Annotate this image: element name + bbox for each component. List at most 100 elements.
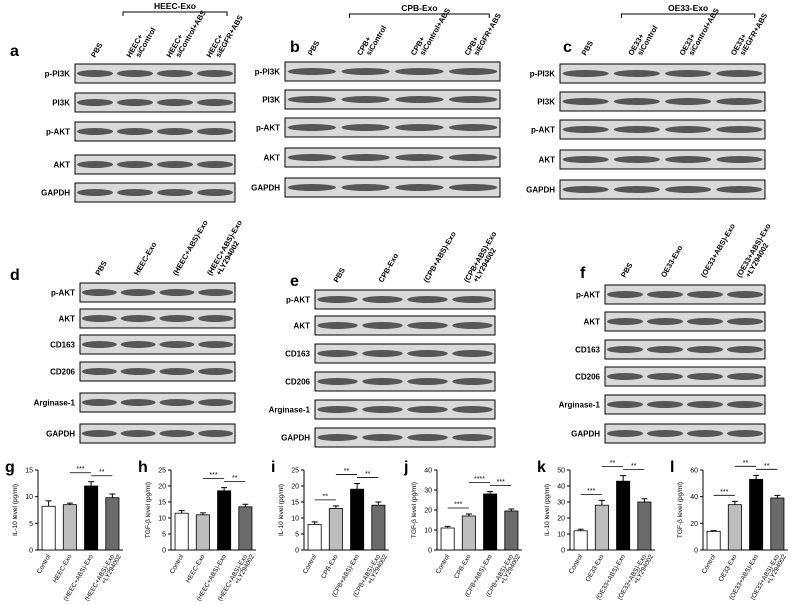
blot-band [77,128,113,135]
blot-band [317,350,358,357]
blot-band [362,406,403,413]
blot-band [197,189,233,196]
blot-band [197,70,233,77]
y-tick-label: 5 [29,521,33,528]
blot-strip [284,61,501,82]
error-bar [710,530,717,532]
row-label: CD206 [285,378,310,387]
blot-band [117,70,153,77]
bar [84,485,99,551]
error-bar [178,510,185,514]
blot-strip [74,63,236,84]
blot-strip [74,154,236,175]
error-bar [221,487,228,491]
row-label: p-AKT [46,128,70,137]
blot-band [607,291,643,298]
row-label: AKT [294,322,311,331]
bar [770,497,785,551]
row-label: p-PI3K [530,70,556,79]
row-label: GAPDH [46,430,75,439]
significance-label: ** [365,471,371,478]
significance-label: *** [720,489,728,496]
y-tick-label: 5 [295,532,299,539]
row-label: GAPDH [526,186,555,195]
lane-label: PBS [306,39,322,57]
blot-band [647,318,683,325]
blot-band [81,430,117,437]
blot-strip [314,371,496,392]
blot-band [613,186,660,193]
row-label: p-AKT [256,124,280,133]
blot-band [77,189,113,196]
blot-band [452,296,493,303]
blot-band [120,368,156,375]
y-tick-label: 30 [557,500,565,507]
bar [573,530,588,551]
row-label: CD163 [575,346,600,355]
row-label: CD163 [285,350,310,359]
panel-letter: d [10,267,20,284]
category-label: OE33-Exo [718,553,739,583]
blot-band [727,318,763,325]
blot-band [159,341,195,348]
bar [350,488,365,551]
blot-band [407,322,448,329]
error-bar [199,512,206,515]
blot-strip [604,339,766,360]
bar [328,507,343,551]
y-tick-label: 10 [158,516,166,523]
blot-band [317,296,358,303]
category-label: Control [302,553,319,575]
y-tick-label: 10 [557,532,565,539]
category-label: Control [36,553,53,575]
panel-letter: h [138,459,148,476]
blot-band [198,289,234,296]
row-label: CD163 [50,341,75,350]
error-bar [731,500,738,505]
blot-band [613,126,660,133]
blot-band [665,98,712,105]
y-axis-label: IL-10 level (pg/ml) [544,484,551,536]
blot-band [716,126,763,133]
blot-band [395,68,444,75]
blot-band [687,291,723,298]
blot-strip [74,92,236,113]
lane-label: (OE33+ABS)-Exo [699,222,737,279]
y-tick-label: 0 [694,548,698,555]
blot-band [452,434,493,441]
blot-band [716,156,763,163]
blot-band [647,430,683,437]
error-bar [598,499,605,506]
category-label: CPB-Exo [453,553,473,580]
y-tick-label: 0 [162,548,166,555]
y-axis-label: TGF-β level (pg/ml) [677,482,684,538]
y-tick-label: 40 [557,484,565,491]
group-bracket [621,13,756,18]
bar [594,504,609,551]
error-bar [88,481,95,486]
bar [105,497,120,551]
blot-band [607,318,643,325]
blot-band [159,430,195,437]
row-label: PI3K [537,98,555,107]
row-label: Arginase-1 [269,406,311,415]
blot-band [117,99,153,106]
lane-label: PBS [89,41,105,59]
y-tick-label: 15 [25,468,33,475]
blot-band [407,406,448,413]
bar [238,506,253,551]
significance-label: ** [232,475,238,482]
y-tick-label: 0 [428,548,432,555]
row-label: p-PI3K [45,70,71,79]
y-tick-label: 20 [690,521,698,528]
error-bar [354,482,361,490]
blot-band [77,70,113,77]
y-tick-label: 25 [291,468,299,475]
blot-band [198,430,234,437]
blot-strip [79,282,236,303]
group-label: CPB-Exo [401,3,437,13]
row-label: p-AKT [531,126,555,135]
error-bar [465,513,472,516]
y-axis-label: TGF-β level (pg/ml) [145,482,152,538]
row-label: AKT [584,318,601,327]
